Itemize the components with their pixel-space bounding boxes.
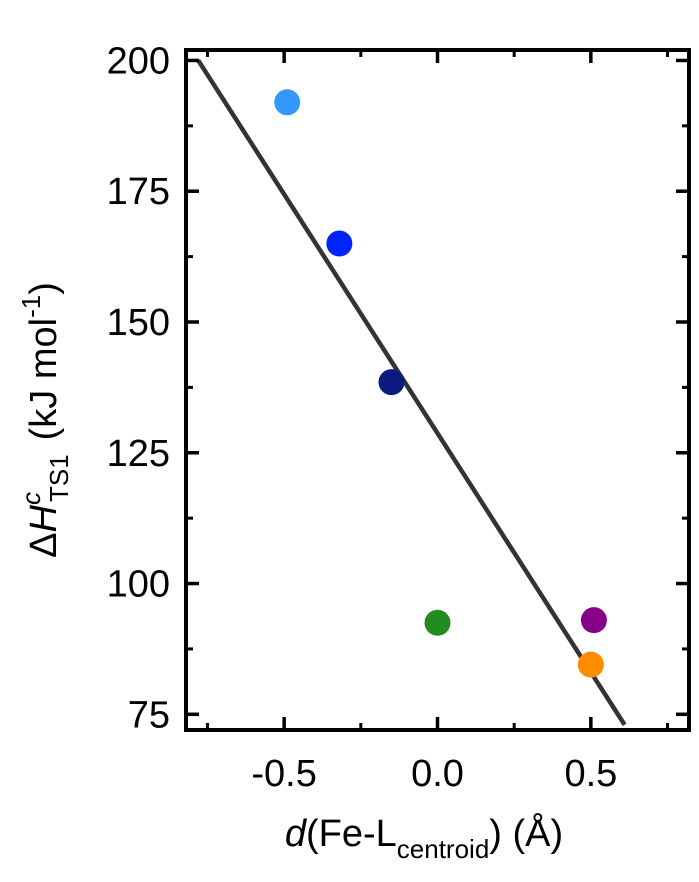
- y-axis-label-superscript: c: [16, 492, 46, 505]
- y-axis-label-subscript: TS1: [44, 454, 74, 502]
- y-tick-label: 150: [107, 302, 170, 344]
- x-tick-label: -0.5: [251, 753, 316, 795]
- data-point-4: [424, 609, 451, 636]
- y-tick-label: 75: [128, 694, 170, 736]
- x-tick-label: 0.0: [411, 753, 464, 795]
- x-tick-label: 0.5: [564, 753, 617, 795]
- y-tick-label: 200: [107, 40, 170, 82]
- data-point-5: [580, 607, 607, 634]
- x-axis-label-subscript: centroid: [397, 834, 490, 864]
- y-axis-label-italic: H: [23, 504, 65, 532]
- y-axis-label-unit-open: (kJ mol: [23, 318, 65, 440]
- x-axis-label-open: (Fe-L: [306, 813, 397, 855]
- data-point-2: [326, 230, 353, 257]
- fit-line: [196, 59, 627, 726]
- y-tick-label: 175: [107, 171, 170, 213]
- data-point-1: [274, 89, 301, 116]
- x-axis-label-close: ) (Å): [489, 811, 563, 855]
- x-axis-label: d(Fe-Lcentroid) (Å): [285, 811, 563, 864]
- data-point-6: [577, 651, 604, 678]
- data-point-3: [378, 369, 405, 396]
- y-axis-label-unit-superscript: -1: [16, 295, 46, 318]
- y-tick-label: 100: [107, 564, 170, 606]
- y-axis-label: ΔHcTS1 (kJ mol-1): [16, 282, 74, 558]
- y-axis-label-prefix: Δ: [23, 532, 65, 557]
- y-axis-label-unit-close: ): [23, 282, 65, 295]
- y-tick-label: 125: [107, 433, 170, 475]
- x-axis-label-italic: d: [285, 813, 308, 855]
